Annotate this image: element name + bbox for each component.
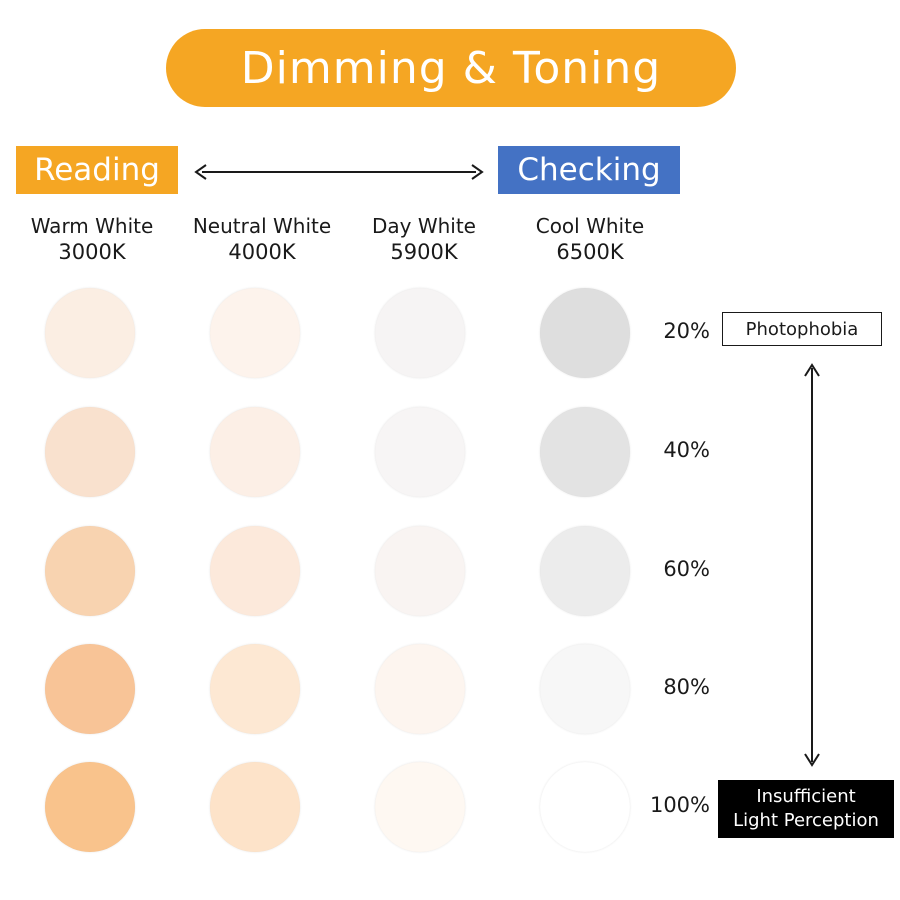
- column-header-warm-white: Warm White 3000K: [2, 213, 182, 265]
- light-swatch: [375, 407, 465, 497]
- brightness-level-label: 40%: [663, 438, 710, 462]
- light-swatch: [210, 762, 300, 852]
- column-name: Neutral White: [192, 214, 332, 238]
- light-swatch: [45, 762, 135, 852]
- photophobia-label: Photophobia: [722, 312, 882, 346]
- light-swatch: [375, 526, 465, 616]
- light-swatch: [540, 407, 630, 497]
- brightness-level-label: 100%: [649, 793, 710, 817]
- column-kelvin: 5900K: [390, 240, 458, 264]
- column-kelvin: 4000K: [228, 240, 296, 264]
- light-swatch: [375, 762, 465, 852]
- light-swatch: [45, 644, 135, 734]
- brightness-level-label: 60%: [663, 557, 710, 581]
- checking-mode-label: Checking: [498, 146, 680, 194]
- reading-mode-label: Reading: [16, 146, 178, 194]
- double-arrow-vertical-icon: [804, 363, 820, 767]
- light-swatch: [540, 762, 630, 852]
- title-banner: Dimming & Toning: [166, 29, 736, 107]
- insufficient-line-2: Light Perception: [733, 810, 879, 831]
- column-header-cool-white: Cool White 6500K: [500, 213, 680, 265]
- light-swatch: [210, 407, 300, 497]
- light-swatch: [540, 644, 630, 734]
- light-swatch: [375, 644, 465, 734]
- light-swatch: [210, 526, 300, 616]
- column-header-day-white: Day White 5900K: [334, 213, 514, 265]
- insufficient-light-label: Insufficient Light Perception: [718, 780, 894, 838]
- light-swatch: [45, 407, 135, 497]
- page-title: Dimming & Toning: [240, 42, 662, 94]
- column-kelvin: 6500K: [556, 240, 624, 264]
- column-header-neutral-white: Neutral White 4000K: [172, 213, 352, 265]
- column-name: Warm White: [30, 214, 154, 238]
- light-swatch: [210, 644, 300, 734]
- light-swatch: [375, 288, 465, 378]
- brightness-level-label: 20%: [663, 319, 710, 343]
- light-swatch: [45, 526, 135, 616]
- light-swatch: [210, 288, 300, 378]
- light-swatch: [45, 288, 135, 378]
- column-kelvin: 3000K: [58, 240, 126, 264]
- light-swatch: [540, 526, 630, 616]
- insufficient-line-1: Insufficient: [756, 786, 856, 807]
- column-name: Cool White: [535, 214, 645, 238]
- column-name: Day White: [371, 214, 476, 238]
- light-swatch: [540, 288, 630, 378]
- double-arrow-horizontal-icon: [194, 164, 484, 180]
- brightness-level-label: 80%: [663, 675, 710, 699]
